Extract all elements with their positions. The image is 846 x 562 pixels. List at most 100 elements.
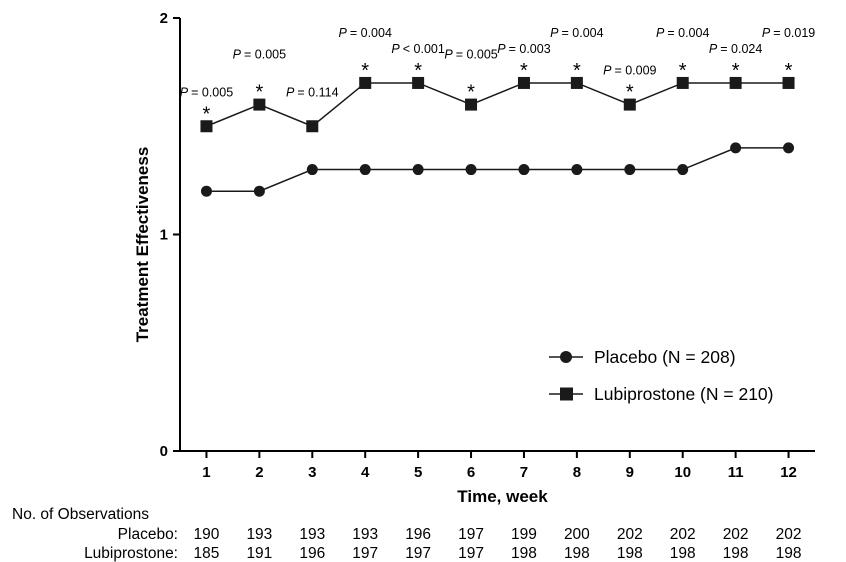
observations-cell: 198 bbox=[564, 545, 590, 562]
p-value: = 0.019 bbox=[773, 26, 815, 40]
observations-cell: 198 bbox=[617, 545, 643, 562]
observations-cell: 202 bbox=[776, 526, 802, 543]
p-symbol: P bbox=[391, 42, 402, 56]
p-value-label: P = 0.005 bbox=[444, 48, 497, 62]
observations-cell: 202 bbox=[617, 526, 643, 543]
data-point-square bbox=[465, 98, 478, 111]
y-tick-label: 2 bbox=[160, 10, 168, 27]
p-symbol: P bbox=[444, 48, 455, 62]
annotation: P = 0.003 * bbox=[497, 42, 550, 82]
data-point-square bbox=[676, 76, 689, 89]
annotation: P = 0.005 * bbox=[233, 48, 286, 104]
annotation: P = 0.005 * bbox=[444, 48, 497, 104]
significance-star: * bbox=[573, 60, 581, 82]
annotation: P = 0.004 * bbox=[550, 26, 603, 82]
x-tick-label: 1 bbox=[202, 464, 210, 481]
annotation: P = 0.005 * bbox=[180, 85, 233, 125]
observations-row-label: Placebo: bbox=[118, 526, 178, 543]
annotation: P = 0.004 * bbox=[338, 26, 391, 82]
y-axis-title: Treatment Effectiveness bbox=[133, 147, 152, 343]
p-symbol: P bbox=[338, 26, 349, 40]
legend-label: Lubiprostone (N = 210) bbox=[594, 384, 774, 404]
p-value: = 0.005 bbox=[456, 48, 498, 62]
data-point-square bbox=[306, 120, 319, 133]
p-value: = 0.004 bbox=[350, 26, 392, 40]
legend-label: Placebo (N = 208) bbox=[594, 347, 736, 367]
x-tick-label: 4 bbox=[361, 464, 370, 481]
observations-cell: 199 bbox=[511, 526, 537, 543]
x-tick-label: 3 bbox=[308, 464, 316, 481]
data-point-circle bbox=[306, 164, 318, 176]
data-point-circle bbox=[571, 164, 583, 176]
annotation: P < 0.001 * bbox=[391, 42, 444, 82]
x-tick-label: 5 bbox=[414, 464, 422, 481]
p-value-label: P = 0.114 bbox=[286, 85, 339, 99]
x-tick-label: 11 bbox=[728, 464, 744, 481]
data-point-square bbox=[782, 76, 795, 89]
observations-table: No. of Observations Placebo: 190 193 193 193 1… bbox=[12, 506, 801, 562]
observations-cell: 196 bbox=[405, 526, 431, 543]
significance-star: * bbox=[255, 82, 263, 104]
p-symbol: P bbox=[180, 85, 191, 99]
annotation: P = 0.004 * bbox=[656, 26, 709, 82]
data-point-circle bbox=[200, 185, 212, 197]
p-symbol: P bbox=[656, 26, 667, 40]
p-symbol: P bbox=[497, 42, 508, 56]
annotation: P = 0.114 bbox=[286, 85, 339, 99]
x-tick-label: 8 bbox=[573, 464, 581, 481]
p-value-label: P = 0.004 bbox=[550, 26, 603, 40]
p-value: = 0.009 bbox=[614, 64, 656, 78]
p-value: = 0.024 bbox=[720, 42, 762, 56]
data-point-circle bbox=[359, 164, 371, 176]
x-axis-title: Time, week bbox=[457, 487, 548, 506]
data-point-square bbox=[517, 76, 530, 89]
x-tick-label: 2 bbox=[255, 464, 263, 481]
p-value-label: P < 0.001 bbox=[391, 42, 444, 56]
data-point-square bbox=[412, 76, 425, 89]
data-point-circle bbox=[518, 164, 530, 176]
x-tick-label: 7 bbox=[520, 464, 528, 481]
observations-cell: 197 bbox=[405, 545, 431, 562]
observations-cell: 200 bbox=[564, 526, 590, 543]
data-point-square bbox=[570, 76, 583, 89]
data-point-circle bbox=[730, 142, 742, 154]
p-value-label: P = 0.009 bbox=[603, 64, 656, 78]
p-value-label: P = 0.003 bbox=[497, 42, 550, 56]
p-value-label: P = 0.005 bbox=[180, 85, 233, 99]
observations-cell: 193 bbox=[246, 526, 272, 543]
p-value-label: P = 0.024 bbox=[709, 42, 762, 56]
p-value: < 0.001 bbox=[403, 42, 445, 56]
legend-marker-circle bbox=[560, 351, 572, 363]
observations-cell: 198 bbox=[670, 545, 696, 562]
significance-star: * bbox=[785, 60, 793, 82]
data-point-square bbox=[729, 76, 742, 89]
data-point-square bbox=[623, 98, 636, 111]
data-point-circle bbox=[624, 164, 636, 176]
x-tick-label: 6 bbox=[467, 464, 475, 481]
legend-marker-square bbox=[560, 387, 573, 401]
p-value: = 0.003 bbox=[509, 42, 551, 56]
p-symbol: P bbox=[286, 85, 297, 99]
series-line bbox=[206, 147, 789, 192]
significance-star: * bbox=[679, 60, 687, 82]
observations-cell: 196 bbox=[299, 545, 325, 562]
observations-row-label: Lubiprostone: bbox=[84, 545, 178, 562]
p-symbol: P bbox=[603, 64, 614, 78]
significance-star: * bbox=[520, 60, 528, 82]
annotation: P = 0.024 * bbox=[709, 42, 762, 82]
significance-star: * bbox=[732, 60, 740, 82]
data-point-circle bbox=[465, 164, 477, 176]
p-value-label: P = 0.005 bbox=[233, 48, 286, 62]
legend: Placebo (N = 208) Lubiprostone (N = 210) bbox=[549, 347, 774, 404]
p-value: = 0.005 bbox=[244, 48, 286, 62]
observations-cell: 198 bbox=[511, 545, 537, 562]
p-symbol: P bbox=[762, 26, 773, 40]
x-tick-label: 12 bbox=[780, 464, 797, 481]
data-point-square bbox=[253, 98, 266, 111]
significance-star: * bbox=[414, 60, 422, 82]
annotation: P = 0.009 * bbox=[603, 64, 656, 104]
p-value: = 0.114 bbox=[297, 85, 338, 99]
observations-title: No. of Observations bbox=[12, 506, 149, 523]
